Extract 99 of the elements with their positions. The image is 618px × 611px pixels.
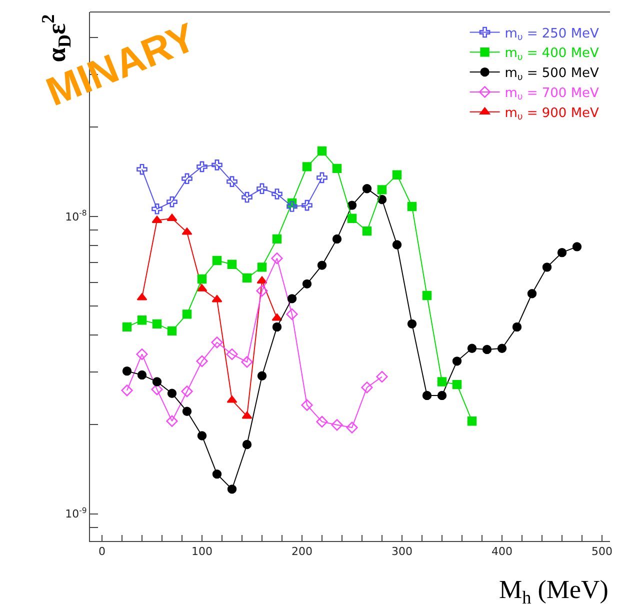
point [212,256,222,266]
point [302,200,312,211]
point [346,422,358,434]
x-tick-label: 200 [292,545,312,558]
point [316,172,328,184]
point [512,322,522,332]
point [196,161,208,172]
point [212,469,222,479]
point [377,185,387,194]
point [227,484,237,494]
point [347,200,357,210]
point [572,242,582,252]
point [137,316,147,325]
point [272,188,282,200]
point [286,308,298,320]
point [197,431,207,440]
point [242,440,252,450]
point [256,183,268,194]
point [467,416,477,426]
point [166,415,178,427]
point [317,146,327,156]
point [467,344,477,353]
point [241,356,253,368]
point [301,399,313,411]
point [271,252,283,264]
point [332,234,342,244]
point [197,274,207,284]
point [152,377,162,386]
point [437,377,447,386]
point [212,160,222,170]
point [361,382,373,394]
point [302,279,312,289]
point [256,276,268,284]
point [226,176,238,187]
point [331,419,343,431]
point [407,202,417,212]
point [152,319,162,329]
point [317,260,327,270]
point [181,386,193,398]
x-tick-label: 0 [98,545,106,558]
point [527,289,537,298]
point [257,371,267,380]
legend-label: m$_{υ}$ = 900 MeV [504,106,600,123]
point [422,390,432,400]
point [286,201,298,212]
point [121,384,133,396]
point [376,370,388,383]
point [166,196,178,208]
point [407,319,417,329]
point [167,326,177,336]
legend-label: m$_{υ}$ = 700 MeV [504,86,600,103]
point [136,164,148,175]
legend-label: m$_{υ}$ = 500 MeV [504,66,600,83]
point [497,344,507,353]
point [347,214,357,223]
point [377,194,387,204]
y-tick-label: 10$^{-9}$ [65,506,87,521]
point [362,184,372,194]
point [136,348,148,360]
point [182,310,192,319]
legend-label: m$_{υ}$ = 250 MeV [504,26,600,44]
point [542,262,552,272]
point [182,406,192,416]
y-tick-label: 10$^{-8}$ [65,208,87,224]
point [167,388,177,398]
point [332,164,342,174]
point [287,294,297,304]
point [557,248,567,258]
point [437,390,447,400]
point [482,344,492,354]
point [242,192,252,203]
point [211,336,223,348]
point [226,348,238,360]
point [302,162,312,172]
x-tick-label: 300 [392,545,412,558]
point [257,262,267,272]
x-tick-label: 100 [192,545,212,558]
point [392,240,402,250]
point [362,226,372,236]
point [272,234,282,244]
x-axis-title: M$_{h}$ (MeV) [499,575,608,608]
point [452,380,462,390]
point [242,273,252,283]
point [272,322,282,332]
point [256,285,268,297]
point [152,204,162,214]
point [182,173,192,184]
point [122,322,132,332]
point [392,170,402,180]
point [452,356,462,366]
point [316,416,328,428]
x-tick-label: 500 [592,545,612,558]
legend-label: m$_{υ}$ = 400 MeV [504,46,600,63]
x-tick-label: 400 [492,545,512,558]
point [227,260,237,269]
point [122,366,132,376]
point [196,355,208,367]
point [137,370,147,380]
point [422,290,432,300]
